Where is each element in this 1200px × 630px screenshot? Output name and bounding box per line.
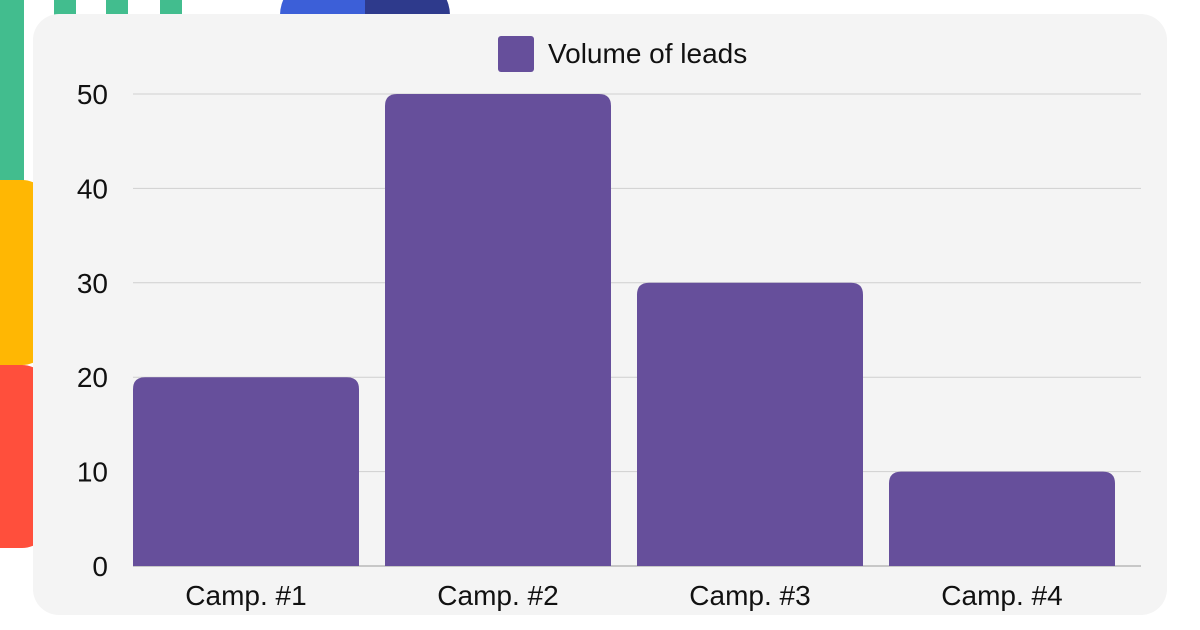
y-tick-label: 50: [77, 79, 108, 110]
legend-label: Volume of leads: [548, 38, 748, 69]
bar-4: [889, 471, 1115, 566]
background-green-bar-4: [160, 0, 182, 18]
x-tick-label: Camp. #3: [689, 580, 810, 611]
x-axis-tick-labels: Camp. #1 Camp. #2 Camp. #3 Camp. #4: [185, 580, 1062, 611]
bars: [133, 94, 1115, 566]
y-tick-label: 30: [77, 268, 108, 299]
y-tick-label: 40: [77, 173, 108, 204]
legend-swatch: [498, 36, 534, 72]
y-tick-label: 20: [77, 362, 108, 393]
bar-2: [385, 94, 611, 566]
bar-1: [133, 377, 359, 566]
background-green-bar-2: [54, 0, 76, 18]
legend: Volume of leads: [498, 36, 747, 72]
background-green-bar-3: [106, 0, 128, 18]
background-green-bar-1: [0, 0, 24, 182]
y-tick-label: 0: [92, 551, 108, 582]
y-axis-tick-labels: 0 10 20 30 40 50: [77, 79, 108, 582]
x-tick-label: Camp. #2: [437, 580, 558, 611]
x-tick-label: Camp. #1: [185, 580, 306, 611]
bar-3: [637, 282, 863, 566]
y-tick-label: 10: [77, 457, 108, 488]
x-tick-label: Camp. #4: [941, 580, 1062, 611]
